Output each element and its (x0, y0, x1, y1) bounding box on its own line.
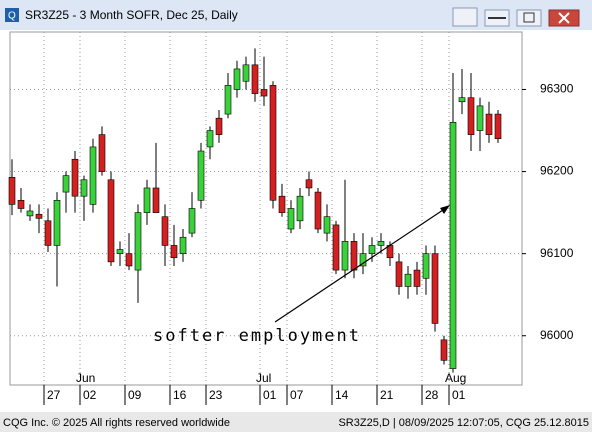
y-tick-label: 96100 (540, 246, 574, 260)
x-tick-label: 09 (128, 388, 142, 402)
candle-body (143, 187, 151, 213)
candle-body (179, 236, 187, 254)
candle-body (8, 177, 16, 205)
x-tick-label: 16 (173, 388, 187, 402)
candle-body (215, 117, 223, 135)
candle-body (305, 179, 313, 189)
status-info: SR3Z25,D | 08/09/2025 12:07:05, CQG 25.1… (338, 417, 589, 429)
candle-body (494, 113, 502, 140)
candle-body (170, 245, 178, 259)
candle-body (296, 195, 304, 222)
candle-body (323, 216, 331, 234)
x-tick-label: 07 (290, 388, 304, 402)
candle-body (404, 273, 412, 287)
candle-body (467, 97, 475, 135)
annotation-arrowhead (440, 205, 450, 214)
candle-body (71, 158, 79, 197)
y-tick-label: 96000 (540, 328, 574, 342)
candle-body (44, 220, 52, 246)
candle-body (368, 245, 376, 254)
candle-body (287, 208, 295, 230)
candle-body (476, 105, 484, 131)
candle-body (125, 253, 133, 267)
month-label: Jun (76, 371, 95, 385)
candle-body (116, 249, 124, 254)
candle-body (62, 175, 70, 193)
candle-body (197, 150, 205, 201)
candle-body (341, 241, 349, 271)
candle-body (422, 253, 430, 279)
candle-body (206, 130, 214, 148)
candle-body (161, 216, 169, 246)
candle-body (242, 64, 250, 82)
x-tick-label: 21 (380, 388, 394, 402)
status-bar (0, 412, 592, 432)
candle-body (458, 97, 466, 103)
x-tick-label: 28 (425, 388, 439, 402)
month-label: Jul (256, 371, 271, 385)
x-tick-label: 01 (263, 388, 277, 402)
annotation: softer employment (153, 326, 361, 346)
candle-body (440, 339, 448, 361)
candle-body (377, 241, 385, 246)
candle-body (17, 199, 25, 209)
candle-body (134, 212, 142, 271)
candle-body (413, 269, 421, 287)
x-tick-label: 01 (452, 388, 466, 402)
candle-body (449, 122, 457, 369)
candle-body (98, 134, 106, 172)
candle-body (233, 68, 241, 90)
candle-body (332, 224, 340, 271)
candle-body (260, 89, 268, 97)
candle-body (53, 199, 61, 246)
candle-body (269, 85, 277, 201)
candle-body (80, 179, 88, 197)
x-tick-label: 02 (83, 388, 97, 402)
candle-body (278, 195, 286, 213)
candle-body (107, 179, 115, 263)
candle-body (188, 208, 196, 234)
x-tick-label: 14 (335, 388, 349, 402)
maximize-icon (523, 12, 535, 23)
x-tick-label: 23 (209, 388, 223, 402)
y-tick-label: 96200 (540, 164, 574, 178)
annotation-arrow (274, 207, 447, 323)
candle-body (395, 261, 403, 287)
x-tick-label: 27 (47, 388, 61, 402)
candle-body (485, 113, 493, 135)
candle-body (350, 241, 358, 271)
candle-body (359, 253, 367, 267)
candle-body (314, 191, 322, 230)
candle-body (251, 64, 259, 94)
y-tick-label: 96300 (540, 82, 574, 96)
candle-body (89, 146, 97, 205)
window-title: SR3Z25 - 3 Month SOFR, Dec 25, Daily (25, 8, 238, 22)
minimize-icon (488, 17, 506, 19)
candle-body (152, 187, 160, 213)
link-button[interactable] (452, 7, 478, 27)
candle-body (431, 253, 439, 324)
app-icon-letter: Q (8, 11, 16, 22)
app-icon (5, 8, 19, 22)
maximize-button[interactable] (516, 9, 542, 27)
candle-body (26, 210, 34, 217)
copyright: CQG Inc. © 2025 All rights reserved worl… (3, 417, 230, 429)
close-icon (558, 12, 570, 24)
candle-body (35, 213, 43, 219)
month-label: Aug (445, 371, 466, 385)
candle-body (224, 85, 232, 115)
